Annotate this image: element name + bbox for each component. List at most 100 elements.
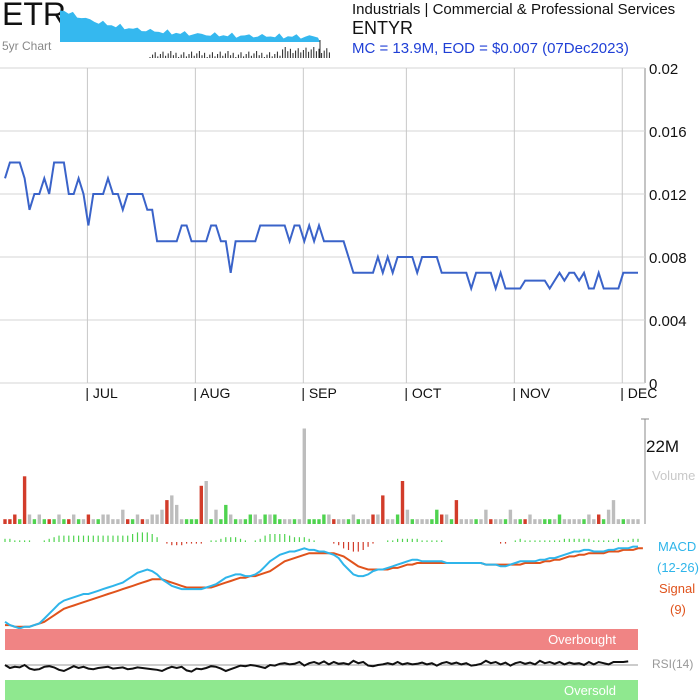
volume-bar	[238, 519, 243, 524]
volume-bar	[459, 519, 463, 524]
price-tick-label: 0	[649, 376, 657, 393]
month-tick-label: | NOV	[512, 385, 551, 401]
volume-bar	[415, 519, 419, 524]
volume-bar	[346, 519, 351, 524]
volume-bar	[145, 519, 149, 524]
price-line	[4, 161, 638, 292]
price-tick-label: 0.008	[649, 250, 687, 267]
volume-bar	[420, 519, 424, 524]
volume-bar	[332, 519, 336, 524]
volume-bar	[258, 519, 262, 524]
volume-bar	[464, 519, 468, 524]
overbought-band	[5, 629, 638, 650]
volume-bar	[361, 519, 365, 524]
volume-bar	[243, 519, 248, 524]
macd-label: (12-26)	[657, 560, 699, 575]
volume-bar	[366, 519, 370, 524]
volume-bar	[86, 514, 91, 524]
volume-bar	[557, 514, 562, 524]
volume-bar	[229, 514, 233, 524]
price-tick-label: 0.02	[649, 61, 678, 78]
volume-bar	[523, 519, 527, 524]
volume-bar	[479, 519, 483, 524]
volume-bar	[577, 519, 581, 524]
volume-bar	[440, 514, 444, 524]
volume-bar	[32, 519, 37, 524]
volume-bar	[140, 519, 145, 524]
volume-bar	[62, 519, 66, 524]
volume-bar	[474, 519, 478, 524]
volume-bar	[611, 500, 616, 524]
volume-bar	[27, 514, 32, 524]
macd-label: MACD	[658, 539, 696, 554]
volume-bar	[283, 519, 287, 524]
volume-bar	[312, 519, 316, 524]
volume-bar	[175, 504, 179, 524]
ticker-symbol: ETR	[2, 0, 66, 32]
volume-bar	[184, 519, 189, 524]
oversold-band	[5, 680, 638, 700]
volume-bar	[76, 519, 81, 524]
oversold-label: Oversold	[564, 683, 616, 698]
volume-bar	[616, 519, 621, 524]
volume-bar	[606, 509, 611, 524]
rsi-line	[4, 659, 629, 673]
volume-bar	[562, 519, 567, 524]
volume-bar	[484, 509, 488, 524]
volume-bar	[111, 519, 115, 524]
volume-bar	[42, 519, 46, 524]
volume-bar	[395, 514, 400, 524]
volume-bar	[81, 519, 86, 524]
volume-bar	[381, 495, 385, 524]
volume-bar	[287, 519, 292, 524]
volume-bar	[135, 514, 140, 524]
macd-line	[4, 545, 638, 630]
volume-bar	[621, 519, 625, 524]
signal-label: (9)	[670, 602, 686, 617]
volume-bar	[494, 519, 498, 524]
volume-bar	[337, 519, 341, 524]
volume-bar	[498, 519, 503, 524]
volume-bar	[72, 514, 76, 524]
volume-bars	[3, 418, 649, 524]
volume-bar	[601, 519, 606, 524]
volume-bar	[548, 519, 552, 524]
volume-bar	[233, 519, 238, 524]
volume-bar	[126, 519, 130, 524]
volume-bar	[52, 519, 56, 524]
volume-bar	[297, 519, 302, 524]
month-tick-label: | DEC	[620, 385, 657, 401]
volume-bar	[263, 514, 267, 524]
volume-bar	[160, 509, 164, 524]
month-axis: | JUL | AUG | SEP | OCT | NOV | DEC	[85, 385, 657, 401]
volume-bar	[631, 519, 635, 524]
volume-bar	[101, 514, 105, 524]
volume-bar	[371, 514, 375, 524]
volume-bar	[307, 519, 311, 524]
volume-bar	[489, 519, 493, 524]
volume-bar	[96, 519, 100, 524]
volume-bar	[57, 514, 61, 524]
month-tick-label: | SEP	[301, 385, 337, 401]
market-stats: MC = 13.9M, EOD = $0.007 (07Dec2023)	[352, 40, 629, 57]
volume-bar	[37, 514, 41, 524]
volume-bar	[444, 514, 449, 524]
volume-bar	[165, 500, 169, 524]
volume-bar	[587, 514, 591, 524]
volume-bar	[327, 514, 331, 524]
volume-bar	[170, 495, 174, 524]
volume-bar	[410, 519, 414, 524]
spark-chart	[60, 10, 330, 58]
volume-bar	[543, 519, 547, 524]
volume-bar	[341, 519, 346, 524]
volume-bar	[199, 485, 203, 524]
volume-bar	[22, 476, 27, 524]
month-tick-label: | JUL	[85, 385, 118, 401]
volume-bar	[508, 509, 513, 524]
volume-bar	[209, 519, 213, 524]
volume-bar	[317, 519, 321, 524]
volume-bar	[405, 509, 410, 524]
spark-area	[60, 10, 320, 42]
volume-bar	[130, 519, 135, 524]
volume-bar	[552, 519, 557, 524]
